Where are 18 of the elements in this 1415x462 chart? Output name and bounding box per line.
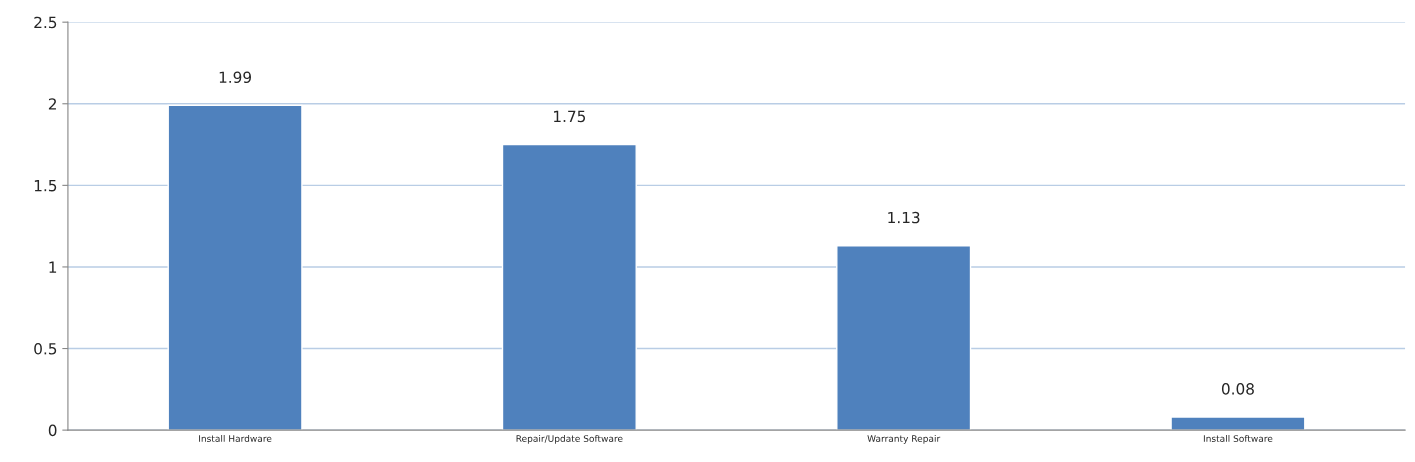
y-tick-label: 0	[48, 424, 57, 437]
y-tick-label: 1.5	[34, 180, 57, 192]
data-label: 0.08	[1221, 383, 1254, 395]
data-label: 1.13	[888, 211, 920, 224]
data-label: 1.75	[554, 110, 586, 123]
x-tick-label: Install Software	[1203, 434, 1273, 442]
bar	[167, 104, 303, 431]
y-tick-label: 2	[48, 98, 56, 110]
x-tick-label: Warranty Repair	[867, 434, 941, 444]
bar	[1170, 416, 1306, 431]
x-tick-label: Install Hardware	[199, 434, 272, 442]
data-label: 1.99	[219, 71, 251, 83]
y-tick-label: 1	[49, 261, 57, 273]
y-tick-label: 0.5	[34, 343, 57, 355]
x-tick-label: Repair/Update Software	[516, 434, 623, 444]
y-tick-label: 2.5	[34, 16, 57, 29]
bar	[501, 143, 637, 431]
bar	[836, 245, 972, 431]
